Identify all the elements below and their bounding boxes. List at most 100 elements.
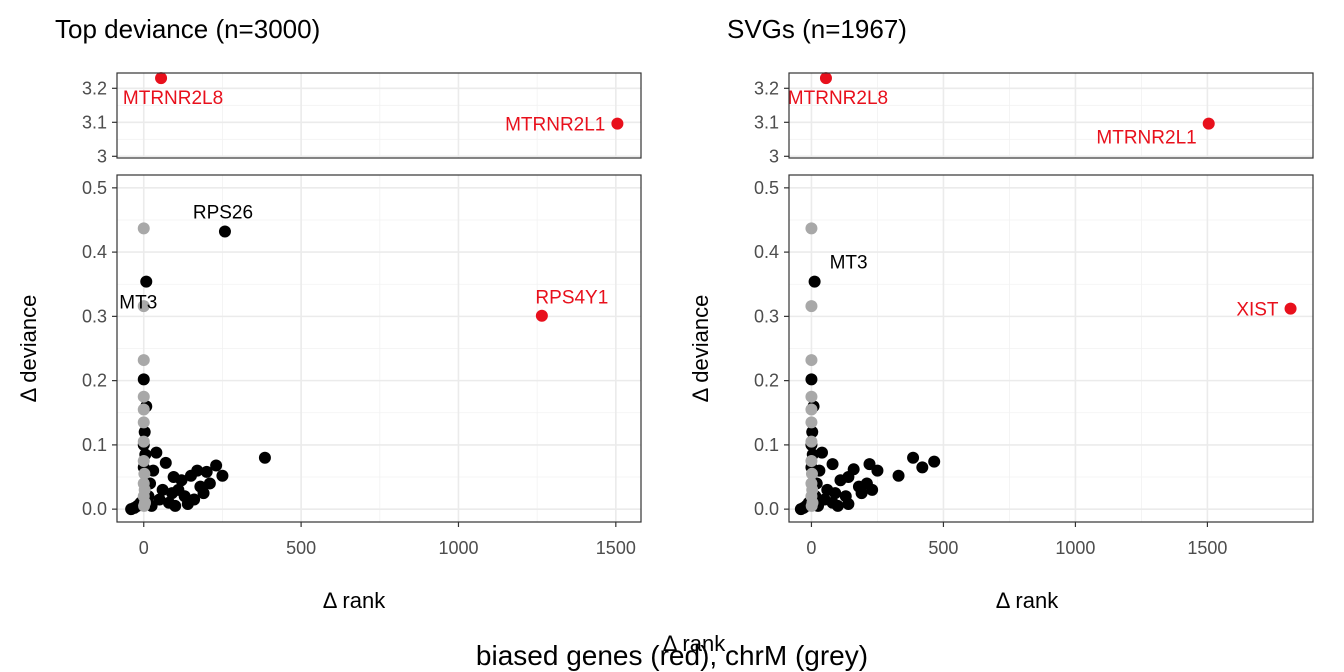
data-point — [834, 474, 847, 487]
point-label-xist: XIST — [1236, 300, 1279, 321]
data-point-chrm — [805, 390, 818, 403]
point-label-mt3: MT3 — [830, 253, 868, 274]
data-point-chrm — [805, 454, 818, 467]
data-point-mtrnr2l8 — [819, 72, 832, 85]
lower-panel-border — [788, 174, 1314, 523]
overlay-axis-label: Δ rank — [663, 631, 726, 656]
y-tick-label: 0.1 — [754, 435, 779, 455]
data-point — [200, 465, 213, 478]
upper-panel-background — [117, 73, 641, 158]
data-point — [137, 373, 150, 386]
data-point-mtrnr2l1 — [611, 117, 624, 130]
data-point — [128, 501, 141, 514]
y-tick-label: 0.5 — [82, 178, 107, 198]
data-point — [907, 451, 920, 464]
x-tick-label: 1500 — [1187, 538, 1227, 558]
y-axis-title: Δ deviance — [688, 295, 713, 403]
figure-caption: biased genes (red), chrM (grey) — [476, 640, 868, 671]
data-point — [156, 483, 169, 496]
data-point-chrm — [137, 454, 150, 467]
point-label-rps26: RPS26 — [193, 203, 253, 224]
data-point — [197, 487, 210, 500]
y-tick-label: 3.1 — [82, 112, 107, 132]
data-point-mt3 — [808, 275, 821, 288]
data-point — [258, 451, 271, 464]
point-label-rps4y1: RPS4Y1 — [535, 288, 608, 309]
data-point — [916, 461, 929, 474]
chart-panel-svgs: SVGs (n=1967) 0 500 1000 1500 0.0 0.1 0.2 0.3 0.4… — [688, 14, 1314, 613]
data-point — [167, 471, 180, 484]
data-point — [866, 483, 879, 496]
data-point — [871, 464, 884, 477]
data-point — [169, 499, 182, 512]
data-point-chrm — [138, 499, 151, 512]
chart-title: SVGs (n=1967) — [727, 14, 907, 44]
lower-panel-border — [116, 174, 642, 523]
data-point-chrm — [805, 354, 818, 367]
data-point — [806, 426, 819, 439]
data-point — [842, 498, 855, 511]
data-point-chrm — [805, 467, 818, 480]
point-label-mtrnr2l1: MTRNR2L1 — [505, 115, 605, 136]
data-point-rps4y1 — [535, 309, 548, 322]
data-point-chrm — [805, 300, 818, 313]
data-point-chrm — [805, 416, 818, 429]
data-point — [184, 469, 197, 482]
y-tick-label: 0.3 — [82, 306, 107, 326]
data-point-chrm — [137, 354, 150, 367]
data-point — [203, 477, 216, 490]
data-point-chrm — [137, 435, 150, 448]
data-point-mt3 — [140, 275, 153, 288]
data-point — [172, 483, 185, 496]
data-point — [829, 487, 842, 500]
y-tick-label: 0.1 — [82, 435, 107, 455]
y-tick-label: 0.4 — [82, 242, 107, 262]
x-tick-label: 500 — [286, 538, 316, 558]
point-label-mtrnr2l8: MTRNR2L8 — [788, 88, 888, 109]
data-point-chrm — [137, 300, 150, 313]
y-tick-label: 3.2 — [82, 78, 107, 98]
data-point-mtrnr2l8 — [155, 72, 168, 85]
data-point — [188, 493, 201, 506]
point-label-mtrnr2l1: MTRNR2L1 — [1096, 128, 1196, 149]
data-point-rps26 — [218, 225, 231, 238]
data-point — [150, 446, 163, 459]
data-point — [815, 446, 828, 459]
upper-panel-border — [116, 72, 642, 159]
y-tick-label: 0.5 — [754, 178, 779, 198]
y-tick-label: 3 — [769, 146, 779, 166]
x-tick-label: 0 — [139, 538, 149, 558]
y-tick-label: 3.2 — [754, 78, 779, 98]
y-tick-label: 0.2 — [82, 371, 107, 391]
data-point — [210, 459, 223, 472]
x-tick-label: 1500 — [596, 538, 636, 558]
y-tick-label: 3 — [97, 146, 107, 166]
y-tick-label: 3.1 — [754, 112, 779, 132]
data-point-chrm — [138, 467, 151, 480]
y-tick-label: 0.3 — [754, 306, 779, 326]
point-label-mt3: MT3 — [119, 293, 157, 314]
data-point — [928, 455, 941, 468]
data-point — [216, 469, 229, 482]
data-point-chrm — [805, 499, 818, 512]
data-point — [855, 487, 868, 500]
x-axis-title: Δ rank — [996, 588, 1059, 613]
data-point — [826, 458, 839, 471]
chart-panel-top-deviance: Top deviance (n=3000) 0 500 1000 1500 0.0 0.1 0… — [16, 14, 642, 613]
x-tick-label: 0 — [806, 538, 816, 558]
data-point-chrm — [137, 416, 150, 429]
data-point — [892, 469, 905, 482]
upper-panel-background — [789, 73, 1313, 158]
data-point — [159, 456, 172, 469]
x-tick-label: 1000 — [1055, 538, 1095, 558]
data-point-chrm — [805, 403, 818, 416]
data-point-chrm — [137, 222, 150, 235]
x-axis-title: Δ rank — [323, 588, 386, 613]
data-point-chrm — [137, 390, 150, 403]
point-label-mtrnr2l8: MTRNR2L8 — [123, 88, 223, 109]
y-tick-label: 0.0 — [754, 499, 779, 519]
data-point-chrm — [137, 403, 150, 416]
data-point — [138, 426, 151, 439]
y-tick-label: 0.0 — [82, 499, 107, 519]
